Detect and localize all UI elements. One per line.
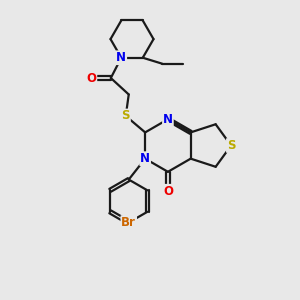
Text: Br: Br [121,216,136,229]
Text: O: O [163,185,173,198]
Text: N: N [116,51,126,64]
Text: S: S [227,139,236,152]
Text: N: N [163,113,173,126]
Text: N: N [140,152,150,165]
Text: S: S [122,110,130,122]
Text: O: O [86,71,96,85]
